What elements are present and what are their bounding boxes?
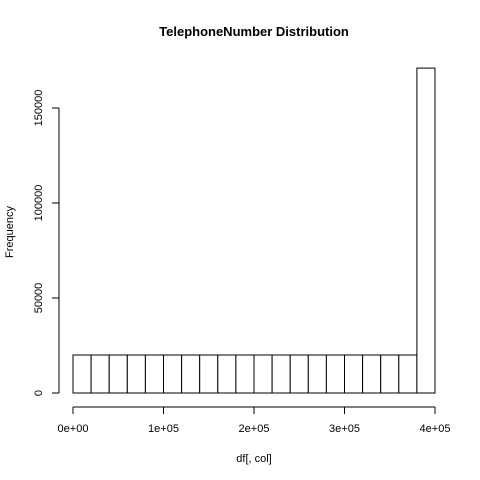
histogram-bar-10: [253, 354, 273, 394]
y-axis: 0 50000 100000 150000: [33, 90, 60, 396]
histogram-bar-1: [90, 354, 110, 394]
histogram-bar-14: [325, 354, 345, 394]
x-tick-label-0: 0e+00: [58, 423, 89, 435]
histogram-bar-7: [199, 354, 219, 394]
histogram-bar-19: [416, 67, 436, 394]
histogram-bar-17: [380, 354, 400, 394]
histogram-bar-18: [398, 354, 418, 394]
histogram-bar-3: [126, 354, 146, 394]
histogram-bar-13: [307, 354, 327, 394]
histogram-bar-6: [181, 354, 201, 394]
x-axis-ticks: 0e+00 1e+05 2e+05 3e+05 4e+05: [58, 407, 451, 435]
x-tick-label-3: 3e+05: [329, 423, 360, 435]
x-tick-label-4: 4e+05: [420, 423, 451, 435]
histogram-bar-12: [289, 354, 309, 394]
y-tick-label-2: 100000: [33, 185, 45, 222]
y-tick-label-3: 150000: [33, 90, 45, 127]
x-tick-label-2: 2e+05: [239, 423, 270, 435]
y-axis-label: Frequency: [4, 206, 16, 258]
histogram-bar-8: [217, 354, 237, 394]
histogram-bars: [72, 67, 436, 394]
x-tick-label-1: 1e+05: [148, 423, 179, 435]
histogram-bar-5: [163, 354, 183, 394]
x-axis: 0e+00 1e+05 2e+05 3e+05 4e+05: [58, 406, 451, 435]
histogram-bar-16: [362, 354, 382, 394]
chart-title: TelephoneNumber Distribution: [159, 24, 349, 39]
y-tick-label-1: 50000: [33, 283, 45, 314]
histogram-bar-4: [144, 354, 164, 394]
histogram-bar-0: [72, 354, 92, 394]
y-tick-label-0: 0: [33, 390, 45, 396]
x-axis-label: df[, col]: [236, 453, 271, 465]
histogram-bar-11: [271, 354, 291, 394]
histogram-bar-2: [108, 354, 128, 394]
histogram-bar-15: [344, 354, 364, 394]
y-axis-ticks: 0 50000 100000 150000: [33, 90, 59, 396]
histogram-bar-9: [235, 354, 255, 394]
